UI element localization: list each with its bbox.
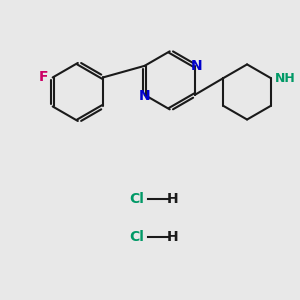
Text: NH: NH bbox=[275, 72, 296, 85]
Text: N: N bbox=[139, 89, 150, 103]
Text: F: F bbox=[39, 70, 48, 85]
Text: Cl: Cl bbox=[129, 230, 144, 244]
Text: H: H bbox=[167, 230, 178, 244]
Text: N: N bbox=[190, 59, 202, 73]
Text: Cl: Cl bbox=[129, 192, 144, 206]
Text: H: H bbox=[167, 192, 178, 206]
